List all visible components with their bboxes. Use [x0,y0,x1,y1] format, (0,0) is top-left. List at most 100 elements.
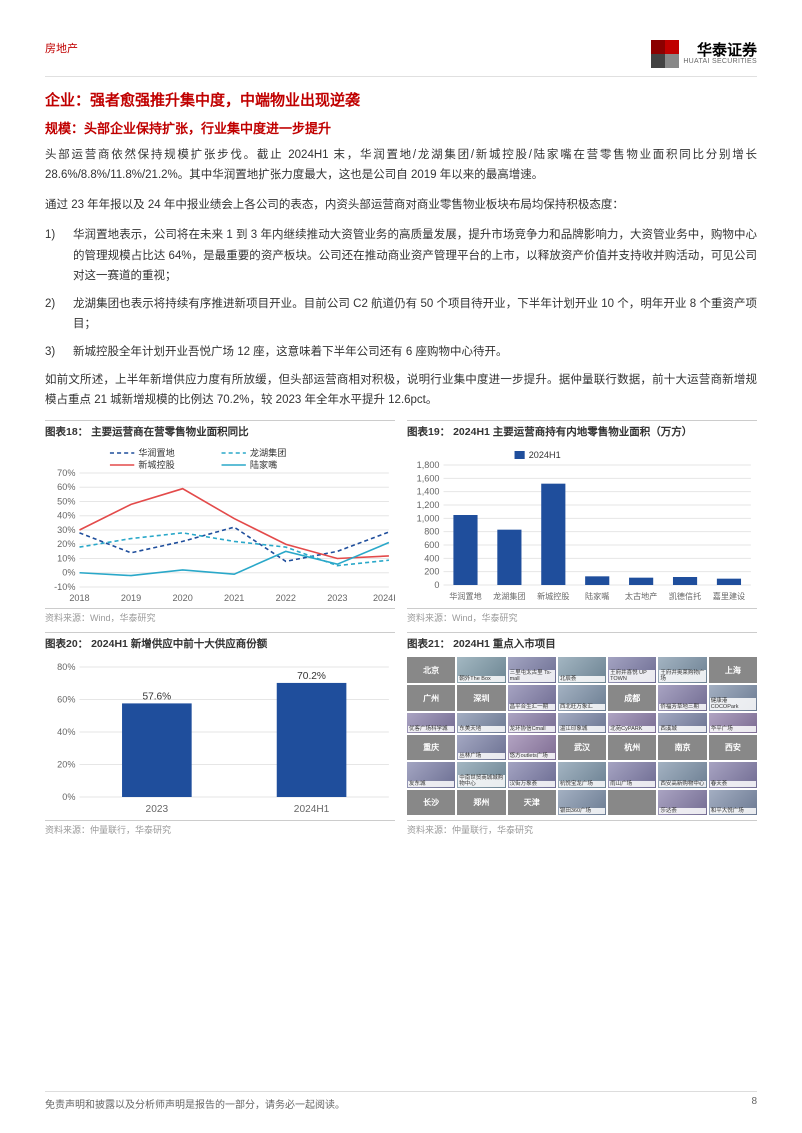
city-tile: 北京 [407,657,455,683]
footer-page-number: 8 [751,1096,757,1111]
svg-text:800: 800 [424,527,439,537]
list-text-2: 龙湖集团也表示将持续有序推进新项目开业。目前公司 C2 航道仍有 50 个项目待… [73,294,757,334]
city-tile: 郑州 [457,790,505,815]
project-thumb: 优客广场科学城 [407,713,455,733]
svg-text:0%: 0% [62,792,75,802]
chart-19-title: 图表19： 2024H1 主要运营商持有内地零售物业面积（万方） [407,420,757,439]
project-thumb: 杭悦宝龙广场 [558,762,606,788]
svg-text:华润置地: 华润置地 [449,591,481,601]
chart-20-col: 图表20： 2024H1 新增供应中前十大供应商份额 0% 20% 40% 60% 80… [45,632,395,836]
svg-text:-10%: -10% [54,582,75,592]
list-text-3: 新城控股全年计划开业吾悦广场 12 座，这意味着下半年公司还有 6 座购物中心待… [73,342,757,362]
svg-text:80%: 80% [57,662,75,672]
svg-text:1,200: 1,200 [417,500,440,510]
list-text-1: 华润置地表示，公司将在未来 1 到 3 年内继续推动大资管业务的高质量发展，提升… [73,225,757,285]
svg-text:0: 0 [434,580,439,590]
logo-text-en: HUATAI SECURITIES [683,58,757,65]
svg-text:2023: 2023 [146,804,169,815]
chart-19-plot: 02004006008001,0001,2001,4001,6001,800华润… [407,445,757,605]
svg-text:华润置地: 华润置地 [138,447,174,458]
list-num-3: 3) [45,342,73,362]
svg-text:2024H1: 2024H1 [373,593,395,603]
svg-text:凯德信托: 凯德信托 [669,591,701,601]
project-thumb: 西北旺万象汇 [558,685,606,711]
city-tile: 重庆 [407,735,455,760]
svg-text:2020: 2020 [172,593,192,603]
charts-row-1: 图表18： 主要运营商在营零售物业面积同比 -10%0%10%20%30%40%… [45,420,757,624]
section-title-h2: 规模：头部企业保持扩张，行业集中度进一步提升 [45,118,757,137]
svg-text:2018: 2018 [69,593,89,603]
chart-20-title: 图表20： 2024H1 新增供应中前十大供应商份额 [45,632,395,651]
svg-text:50%: 50% [57,497,75,507]
chart-19-source: 资料来源：Wind，华泰研究 [407,608,757,624]
chart-18-title: 图表18： 主要运营商在营零售物业面积同比 [45,420,395,439]
project-thumb-grid: 北京朝外The Box三里屯太古里 Ts-mall北辰荟王府井喜悦 UP TOW… [407,657,757,815]
project-thumb: 昌平合生汇一期 [508,685,556,711]
project-thumb: 西溪城 [658,713,706,733]
logo-text-cn: 华泰证券 [683,43,757,58]
svg-text:1,000: 1,000 [417,514,440,524]
svg-text:0%: 0% [62,568,75,578]
city-tile: 武汉 [558,735,606,760]
project-thumb: 三里屯太古里 Ts-mall [508,657,556,683]
city-tile [608,790,656,815]
project-thumb: 丛林广场 [457,735,505,760]
project-thumb: 汉街万象荟 [508,762,556,788]
charts-row-2: 图表20： 2024H1 新增供应中前十大供应商份额 0% 20% 40% 60% 80… [45,632,757,836]
svg-text:新城控股: 新城控股 [537,591,569,601]
list-item-3: 3) 新城控股全年计划开业吾悦广场 12 座，这意味着下半年公司还有 6 座购物… [45,342,757,362]
svg-text:40%: 40% [57,727,75,737]
city-tile: 深圳 [457,685,505,711]
chart-18-source: 资料来源：Wind，华泰研究 [45,608,395,624]
project-thumb: 莎达荟 [658,790,706,815]
city-tile: 长沙 [407,790,455,815]
footer-disclaimer: 免责声明和披露以及分析师声明是报告的一部分，请务必一起阅读。 [45,1096,345,1111]
svg-text:200: 200 [424,567,439,577]
company-logo: 华泰证券 HUATAI SECURITIES [651,40,757,68]
svg-text:20%: 20% [57,540,75,550]
city-tile: 上海 [709,657,757,683]
svg-text:2021: 2021 [224,593,244,603]
paragraph-3: 如前文所述，上半年新增供应力度有所放缓，但头部运营商相对积极，说明行业集中度进一… [45,370,757,410]
project-thumb: 中南世贸商城城购物中心 [457,762,505,788]
page-header: 房地产 华泰证券 HUATAI SECURITIES [45,40,757,77]
city-tile: 杭州 [608,735,656,760]
chart-21-plot: 北京朝外The Box三里屯太古里 Ts-mall北辰荟王府井喜悦 UP TOW… [407,657,757,817]
project-thumb: 西安高新购物中心 [658,762,706,788]
svg-text:20%: 20% [57,760,75,770]
svg-text:2024H1: 2024H1 [529,450,561,460]
svg-text:57.6%: 57.6% [142,692,171,703]
svg-text:2022: 2022 [276,593,296,603]
header-logo-block: 华泰证券 HUATAI SECURITIES [651,40,757,68]
chart-18-col: 图表18： 主要运营商在营零售物业面积同比 -10%0%10%20%30%40%… [45,420,395,624]
list-item-2: 2) 龙湖集团也表示将持续有序推进新项目开业。目前公司 C2 航道仍有 50 个… [45,294,757,334]
logo-icon [651,40,679,68]
list-num-2: 2) [45,294,73,334]
project-thumb: 王府井喜悦 UP TOWN [608,657,656,683]
project-thumb: 龙环协信Cmall [508,713,556,733]
svg-text:2023: 2023 [327,593,347,603]
project-thumb: 春天荟 [709,762,757,788]
city-tile: 广州 [407,685,455,711]
svg-text:太古地产: 太古地产 [625,591,657,601]
city-tile: 天津 [508,790,556,815]
svg-text:1,600: 1,600 [417,474,440,484]
svg-text:2019: 2019 [121,593,141,603]
project-thumb: 东美天地 [457,713,505,733]
svg-text:70%: 70% [57,468,75,478]
paragraph-1: 头部运营商依然保持规模扩张步伐。截止 2024H1 末，华润置地/龙湖集团/新城… [45,145,757,185]
svg-text:新城控股: 新城控股 [138,459,174,470]
project-thumb: 北苑CyPARK [608,713,656,733]
project-thumb: 华平广场 [709,713,757,733]
svg-text:1,800: 1,800 [417,460,440,470]
chart-19-col: 图表19： 2024H1 主要运营商持有内地零售物业面积（万方） 0200400… [407,420,757,624]
svg-text:70.2%: 70.2% [297,671,326,682]
svg-text:陆家嘴: 陆家嘴 [585,591,609,601]
city-tile: 南京 [658,735,706,760]
svg-text:60%: 60% [57,695,75,705]
project-thumb: 健康港COCOPark [709,685,757,711]
project-thumb: 温江印象城 [558,713,606,733]
project-thumb: 银田360广场 [558,790,606,815]
svg-text:600: 600 [424,540,439,550]
svg-text:10%: 10% [57,554,75,564]
